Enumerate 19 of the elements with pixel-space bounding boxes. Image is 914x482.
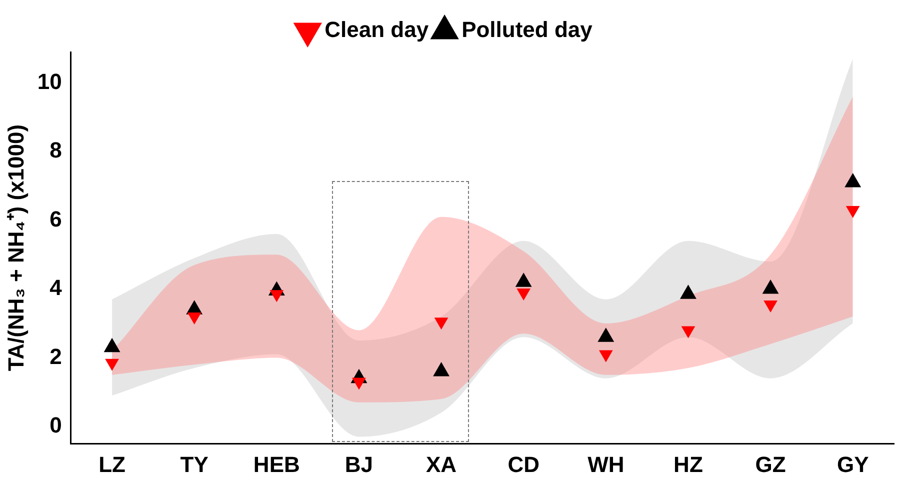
x-tick-label: WH bbox=[588, 452, 624, 477]
x-tick-label: GY bbox=[836, 452, 870, 477]
x-tick-label: HZ bbox=[674, 452, 703, 477]
x-tick-label: GZ bbox=[755, 452, 786, 477]
y-tick-label: 6 bbox=[50, 206, 62, 232]
x-tick-label: TY bbox=[180, 452, 209, 477]
y-tick-label: 10 bbox=[37, 68, 62, 94]
legend-label: Clean day bbox=[324, 17, 430, 42]
legend-label: Polluted day bbox=[462, 17, 594, 42]
x-tick-label: LZ bbox=[98, 452, 126, 477]
y-tick-label: 2 bbox=[50, 344, 62, 369]
y-tick-label: 8 bbox=[50, 138, 62, 163]
y-tick-label: 4 bbox=[50, 275, 63, 300]
x-tick-label: BJ bbox=[344, 452, 374, 477]
y-axis-title: TA/(NH₃ + NH₄⁺) (x1000) bbox=[3, 124, 28, 372]
x-tick-label: XA bbox=[426, 452, 457, 477]
y-tick-label: 0 bbox=[50, 412, 62, 438]
x-tick-label: HEB bbox=[253, 452, 300, 477]
x-tick-label: CD bbox=[508, 452, 540, 477]
